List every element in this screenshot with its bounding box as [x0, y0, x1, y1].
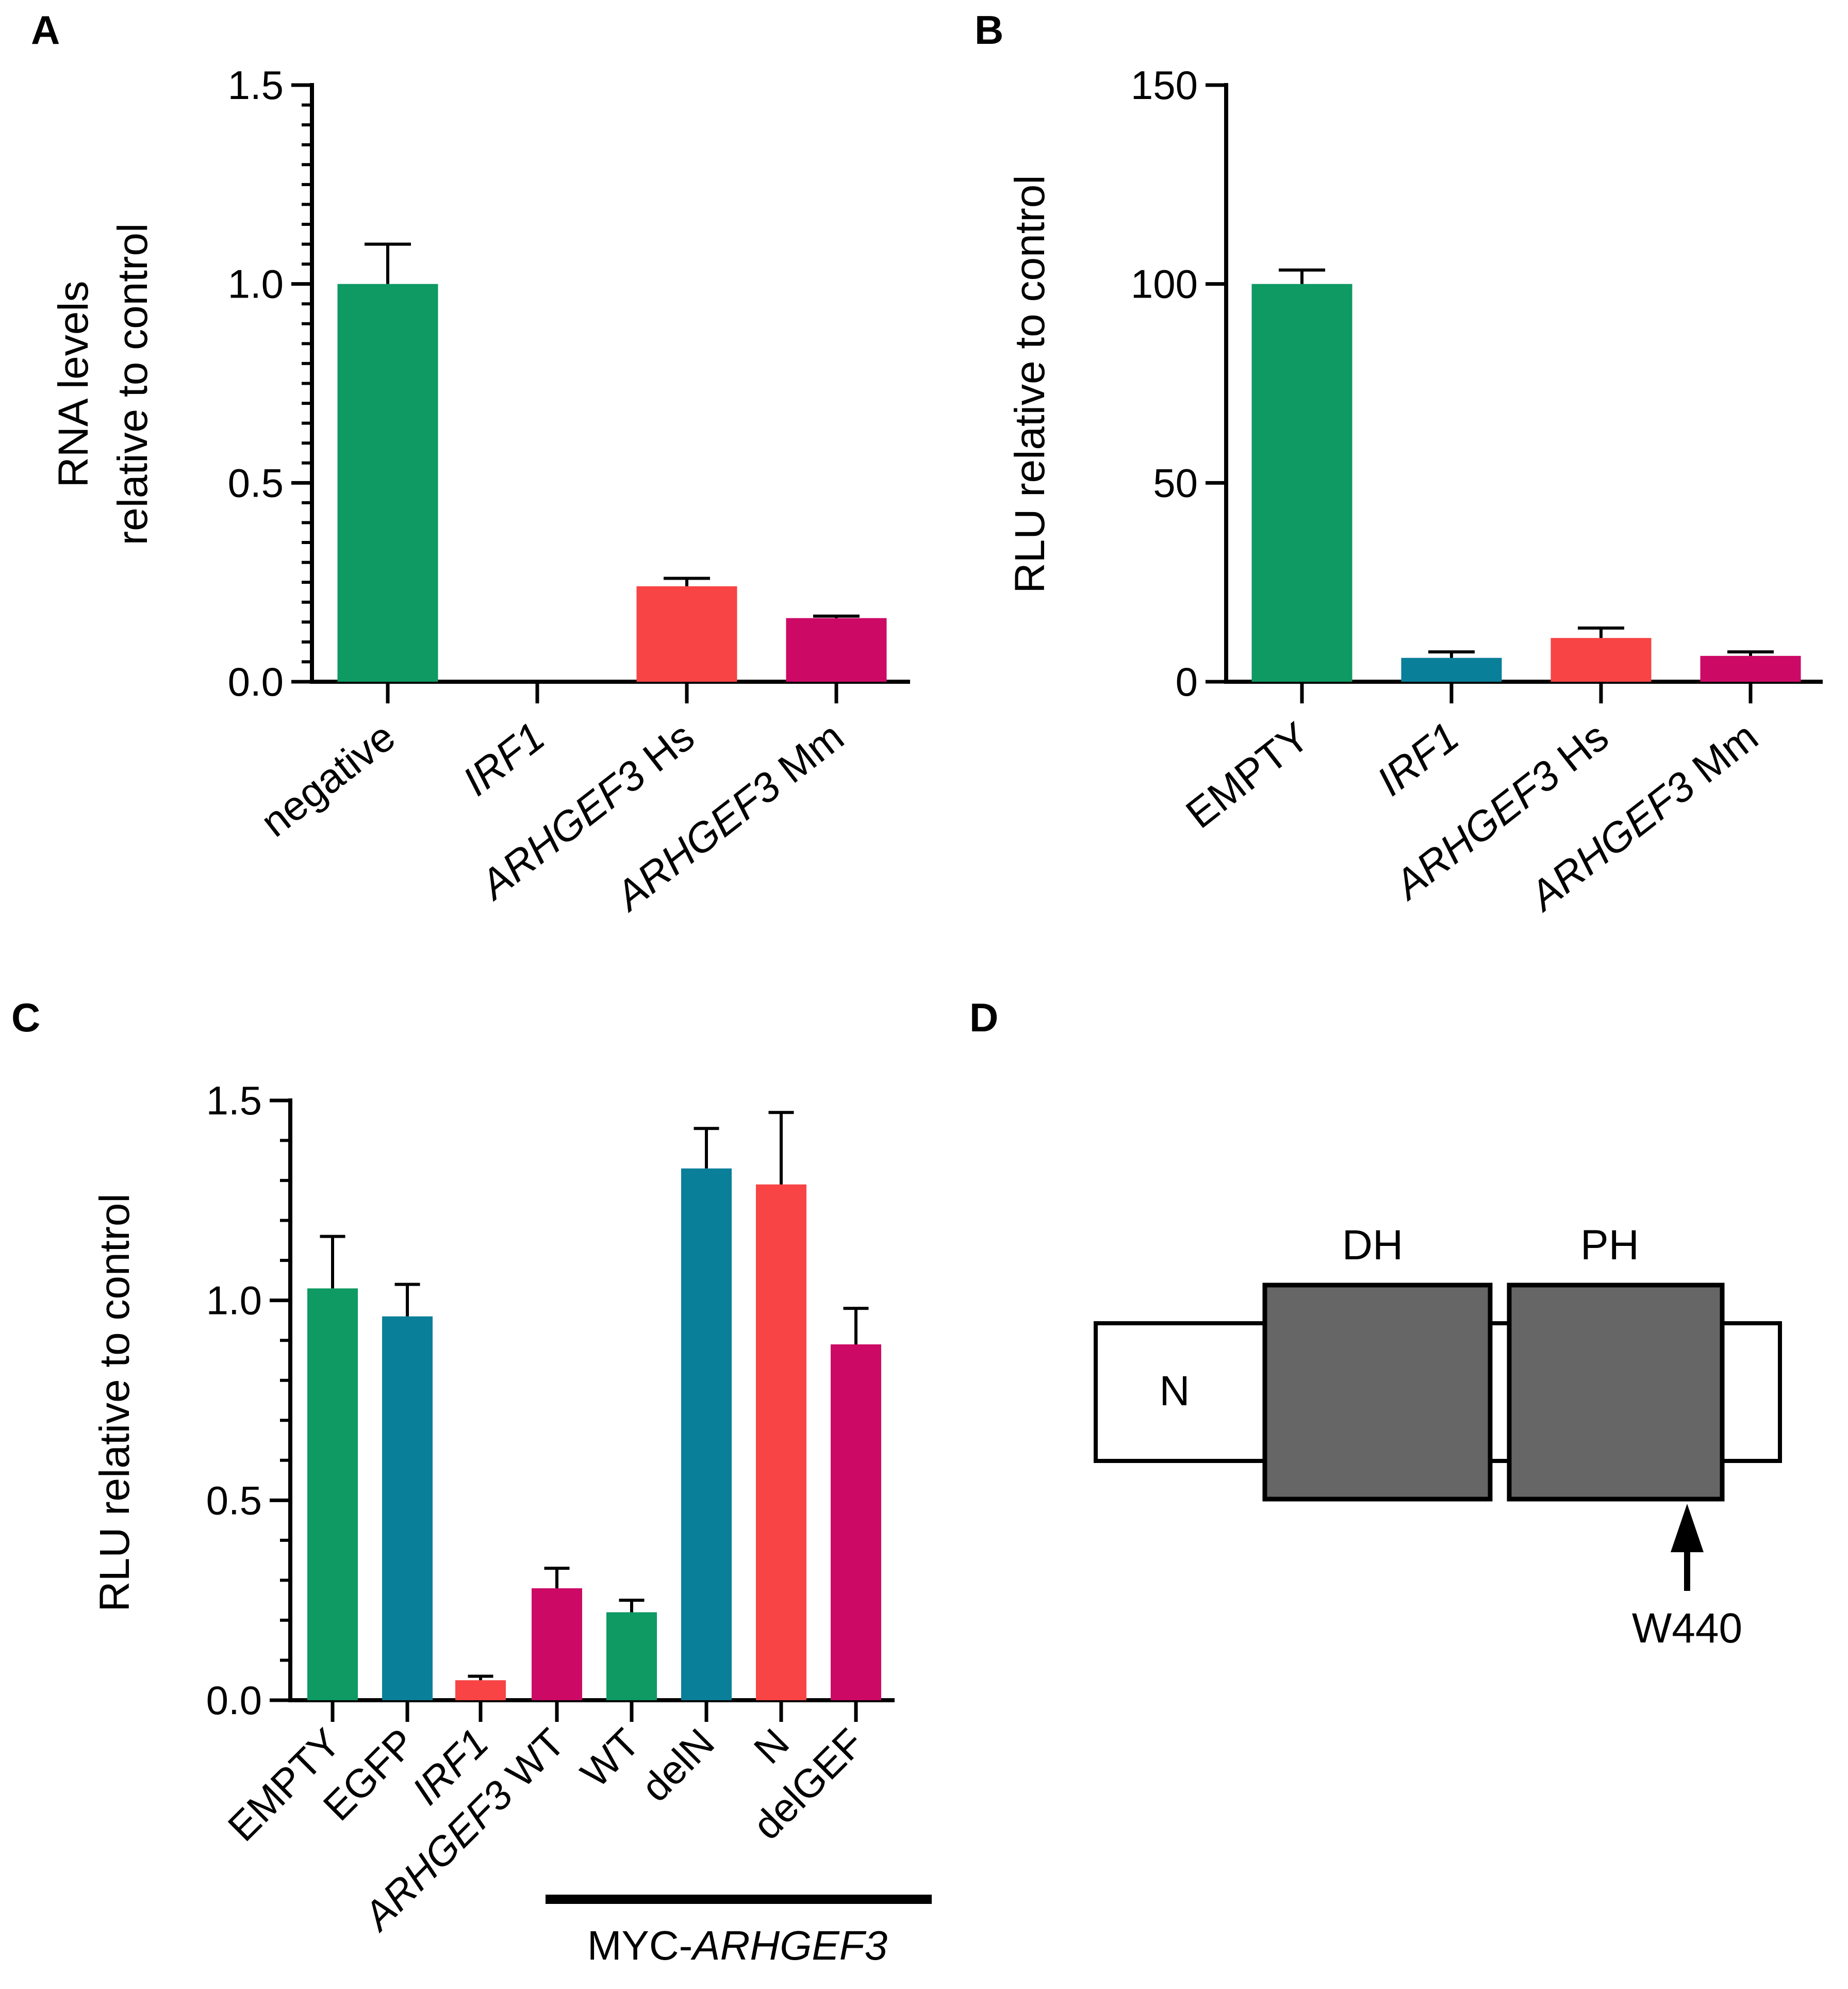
chart-a-ylabel-line2: relative to control: [109, 223, 156, 545]
chart-b-ylabel: RLU relative to control: [1006, 175, 1053, 593]
dh-domain: [1262, 1283, 1493, 1502]
panel-label-d: D: [969, 995, 998, 1040]
panel-label-c: C: [11, 995, 40, 1040]
chart-c-ytick-label: 0.0: [206, 1678, 262, 1723]
chart-c-bar-arhgef3-wt: [532, 1588, 582, 1700]
chart-c-ytick-label: 1.0: [206, 1278, 262, 1323]
chart-b-ytick-label: 50: [1153, 460, 1198, 505]
chart-c-xlabel-deln: delN: [632, 1720, 723, 1811]
chart-c-xlabel-wt: WT: [572, 1720, 648, 1796]
chart-c-xlabel-n: N: [745, 1720, 798, 1772]
chart-b-ytick-label: 0: [1176, 659, 1198, 704]
chart-a-xlabel-negative: negative: [252, 713, 403, 845]
mutation-label: W440: [1632, 1605, 1742, 1652]
chart-a-xlabel-irf1: IRF1: [454, 713, 553, 804]
c-terminal-region: [1720, 1321, 1782, 1463]
chart-a-ytick-label: 1.0: [228, 261, 284, 307]
chart-b-ytick-label: 100: [1131, 261, 1198, 307]
dh-domain-label: DH: [1342, 1222, 1403, 1269]
chart-c-bar-n: [756, 1184, 806, 1700]
chart-b-bar-arhgef3-mm: [1700, 655, 1801, 682]
chart-a-ylabel-line1: RNA levels: [50, 281, 97, 487]
domain-diagram: N DH PH W440: [1094, 1222, 1782, 1652]
chart-c-ytick-label: 1.5: [206, 1078, 262, 1123]
chart-c-bar-irf1: [455, 1680, 506, 1700]
chart-a-bar-arhgef3-hs: [636, 586, 737, 682]
chart-a-bar-negative: [337, 284, 438, 682]
n-domain-label: N: [1159, 1368, 1190, 1415]
chart-b-ytick-label: 150: [1131, 62, 1198, 108]
chart-c-group-label: MYC-ARHGEF3: [587, 1922, 887, 1968]
chart-c-group-label-prefix: MYC-: [587, 1922, 692, 1968]
chart-b-xlabel-empty: EMPTY: [1178, 713, 1318, 837]
chart-c-bar-deln: [681, 1168, 732, 1700]
panel-label-a: A: [31, 7, 60, 53]
chart-b-bar-arhgef3-hs: [1550, 638, 1652, 682]
chart-c: RLU relative to control MYC-ARHGEF3 0.0 0…: [91, 1078, 932, 1968]
ph-domain: [1507, 1283, 1725, 1502]
chart-a-ytick-label: 0.5: [228, 460, 284, 505]
chart-b-xlabel-irf1: IRF1: [1368, 713, 1467, 804]
chart-a-ytick-label: 0.0: [228, 659, 284, 704]
chart-c-bar-delgef: [831, 1344, 881, 1700]
chart-a-ytick-label: 1.5: [228, 62, 284, 108]
mutation-arrow-icon: [1671, 1504, 1704, 1552]
chart-b-bar-irf1: [1401, 657, 1502, 682]
chart-a-bar-arhgef3-mm: [786, 618, 887, 682]
ph-domain-label: PH: [1580, 1222, 1639, 1269]
chart-c-bar-egfp: [382, 1316, 433, 1700]
panel-label-b: B: [975, 7, 1003, 53]
chart-c-group-label-gene: ARHGEF3: [690, 1922, 887, 1968]
chart-b: RLU relative to control 0 50 100 150 EMPTY IR…: [1006, 62, 1823, 920]
chart-c-ytick-label: 0.5: [206, 1477, 262, 1523]
chart-b-bar-empty: [1251, 284, 1352, 682]
chart-c-bar-wt: [606, 1612, 657, 1700]
chart-a: RNA levels relative to control 0.0 0.5 1.0…: [50, 62, 910, 920]
chart-c-bar-empty: [307, 1288, 358, 1700]
chart-c-ylabel: RLU relative to control: [91, 1193, 138, 1612]
